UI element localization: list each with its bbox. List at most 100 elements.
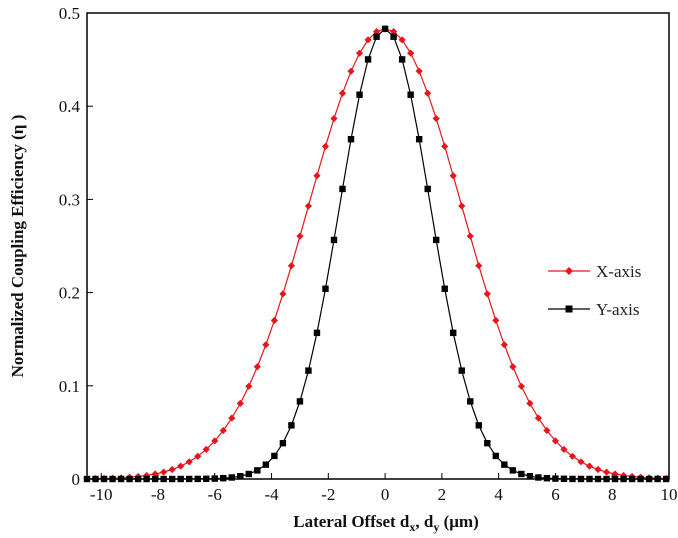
data-point bbox=[441, 142, 449, 150]
data-point bbox=[602, 468, 611, 476]
data-point bbox=[577, 458, 585, 466]
data-point bbox=[237, 473, 244, 480]
data-point bbox=[271, 452, 278, 460]
data-point bbox=[203, 475, 210, 483]
data-point bbox=[381, 25, 389, 33]
data-point bbox=[552, 475, 559, 482]
plot-frame bbox=[86, 12, 670, 480]
y-tick-label: 0 bbox=[72, 470, 81, 489]
data-point bbox=[586, 475, 593, 483]
data-point bbox=[543, 426, 551, 435]
y-axis-title: Normalized Coupling Efficiency (η ) bbox=[8, 115, 27, 378]
data-point bbox=[390, 28, 398, 36]
x-axis-title-sep: , d bbox=[415, 512, 434, 531]
data-point bbox=[424, 185, 431, 193]
x-axis-title-sub-y: y bbox=[433, 520, 439, 534]
y-tick-label: 0.2 bbox=[59, 284, 80, 303]
data-point bbox=[620, 475, 627, 483]
series-x-axis bbox=[83, 25, 670, 483]
data-point bbox=[407, 91, 414, 98]
data-point bbox=[253, 363, 261, 371]
data-point bbox=[262, 461, 270, 468]
data-point bbox=[509, 363, 517, 371]
data-point bbox=[313, 172, 321, 180]
x-tick-label: -6 bbox=[208, 485, 222, 504]
data-point bbox=[330, 236, 338, 244]
legend-label: X-axis bbox=[596, 262, 641, 281]
data-point bbox=[330, 114, 338, 123]
data-point bbox=[151, 475, 159, 483]
data-point bbox=[279, 439, 287, 447]
data-point bbox=[449, 172, 457, 180]
x-axis-title-unit: (μm) bbox=[439, 512, 478, 531]
data-point bbox=[526, 473, 534, 480]
data-point bbox=[219, 426, 227, 435]
data-point bbox=[467, 398, 474, 405]
data-point bbox=[356, 91, 363, 98]
data-point bbox=[228, 414, 236, 422]
x-tick-label: 6 bbox=[551, 485, 560, 504]
data-point bbox=[492, 452, 500, 460]
data-point bbox=[296, 232, 304, 240]
data-point bbox=[569, 475, 576, 483]
data-point bbox=[441, 285, 448, 292]
y-tick-label: 0.1 bbox=[59, 377, 80, 396]
series-line bbox=[86, 28, 667, 480]
data-point bbox=[458, 202, 466, 210]
data-point bbox=[287, 262, 296, 270]
data-point bbox=[322, 285, 329, 292]
data-point bbox=[603, 475, 610, 483]
data-point bbox=[484, 439, 491, 447]
data-point bbox=[220, 475, 227, 482]
legend-swatch-marker bbox=[565, 267, 573, 275]
x-axis-title: Lateral Offset dx, dy (μm) bbox=[293, 512, 478, 534]
data-point bbox=[143, 475, 150, 483]
series-y-axis bbox=[83, 25, 670, 483]
data-point bbox=[339, 185, 346, 193]
data-point bbox=[637, 475, 644, 483]
data-point bbox=[355, 49, 364, 57]
data-point bbox=[202, 445, 210, 454]
data-point bbox=[160, 475, 167, 483]
data-point bbox=[100, 475, 108, 483]
data-point bbox=[228, 474, 235, 481]
data-point bbox=[500, 341, 508, 349]
series-line bbox=[87, 28, 667, 480]
data-point bbox=[424, 89, 432, 97]
data-point bbox=[194, 452, 202, 460]
data-point bbox=[168, 475, 176, 483]
data-point bbox=[645, 475, 653, 483]
x-tick-label: 4 bbox=[494, 485, 503, 504]
data-point bbox=[134, 475, 142, 483]
data-point bbox=[407, 49, 415, 57]
data-point bbox=[151, 470, 159, 478]
data-point bbox=[577, 475, 585, 483]
x-tick-label: -10 bbox=[90, 485, 113, 504]
data-point bbox=[450, 329, 457, 337]
data-point bbox=[270, 316, 278, 325]
data-point bbox=[364, 36, 372, 44]
data-point bbox=[518, 470, 525, 478]
data-point bbox=[390, 33, 397, 40]
data-point bbox=[211, 475, 218, 482]
y-tick-label: 0.4 bbox=[59, 97, 81, 116]
data-point bbox=[560, 445, 568, 454]
data-point bbox=[347, 67, 355, 75]
data-point bbox=[483, 290, 491, 298]
data-point bbox=[475, 262, 483, 270]
legend-item: Y-axis bbox=[548, 300, 639, 319]
data-point bbox=[398, 36, 406, 44]
data-point bbox=[279, 290, 287, 298]
data-point bbox=[526, 399, 534, 407]
data-point bbox=[254, 467, 261, 474]
x-axis-title-sub-x: x bbox=[409, 520, 415, 534]
data-point bbox=[313, 329, 321, 337]
data-point bbox=[236, 399, 244, 407]
x-tick-label: -2 bbox=[321, 485, 335, 504]
data-point bbox=[594, 465, 602, 474]
data-point bbox=[517, 382, 525, 390]
data-point bbox=[288, 422, 295, 429]
data-point bbox=[83, 475, 91, 483]
legend-swatch-marker bbox=[565, 305, 573, 313]
